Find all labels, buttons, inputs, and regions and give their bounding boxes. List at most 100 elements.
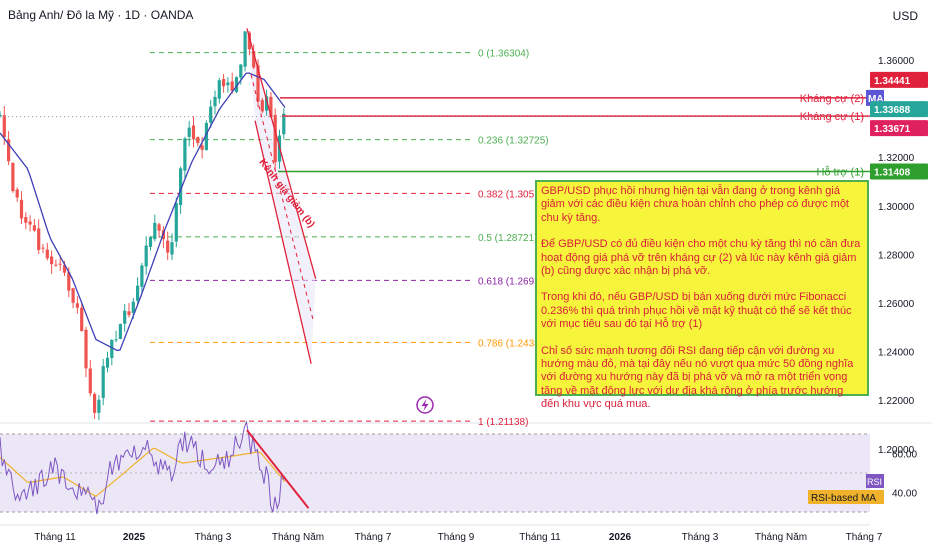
- rsi-tag-text: RSI: [867, 477, 882, 487]
- candle-body: [75, 303, 79, 308]
- candle-body: [131, 301, 135, 313]
- candle-body: [97, 399, 101, 413]
- currency-label: USD: [892, 9, 918, 23]
- rsi-tick-label: 60.00: [892, 450, 917, 461]
- support-1-badge-text: 1.31408: [874, 168, 911, 179]
- moving-average: [0, 72, 286, 352]
- fib-level-label: 0.382 (1.30511): [478, 189, 548, 200]
- resistance-label: Kháng cự (2): [800, 93, 864, 105]
- rsi-tag-bg: [866, 474, 884, 488]
- note-paragraph: GBP/USD phục hồi nhưng hiện tại vẫn đang…: [541, 185, 849, 224]
- price-badges: 1.34441 MA1.33688 1.33671 1.31408 RSI RSI-bas…: [808, 71, 928, 504]
- candle-body: [239, 64, 243, 78]
- candle-body: [80, 307, 84, 332]
- candle-body: [71, 288, 75, 303]
- time-tick-label: Tháng 7: [846, 532, 883, 543]
- candle-body: [148, 237, 153, 247]
- time-tick-label: Tháng 3: [195, 532, 232, 543]
- candle-body: [217, 80, 221, 99]
- candle-body: [256, 65, 260, 102]
- candle-body: [19, 199, 24, 219]
- time-tick-label: Tháng 11: [34, 532, 76, 543]
- candle-body: [247, 32, 251, 50]
- chart-title: Bảng Anh/ Đô la Mỹ · 1D · OANDA: [8, 8, 194, 22]
- resistance-2-badge-bg: [870, 71, 928, 88]
- candle-body: [243, 31, 247, 67]
- candle-body: [7, 139, 11, 162]
- candle-body: [282, 113, 286, 135]
- candle-body: [127, 311, 131, 315]
- fib-level-label: 0.618 (1.2693: [478, 276, 540, 287]
- support-1-badge-bg: [870, 163, 928, 180]
- note-paragraph: Chỉ số sức mạnh tương đối RSI đang tiếp …: [541, 344, 854, 411]
- fib-level-label: 0.786 (1.2438: [478, 338, 540, 349]
- candle-body: [209, 106, 213, 123]
- ma-value-badge-bg: [870, 120, 928, 137]
- candle-body: [123, 310, 127, 324]
- time-tick-label: 2025: [123, 532, 146, 543]
- candle-body: [226, 82, 230, 86]
- candle-body: [110, 339, 114, 359]
- candle-body: [37, 228, 41, 250]
- candle-body: [105, 357, 110, 368]
- candle-body: [234, 77, 239, 92]
- candle-body: [252, 51, 256, 68]
- rsi-tick-label: 40.00: [892, 489, 917, 500]
- channel-upper-line: [246, 28, 317, 279]
- candle-body: [265, 96, 269, 111]
- candle-body: [2, 115, 6, 138]
- resistance-2-badge-text: 1.34441: [874, 76, 911, 87]
- candle-body: [0, 114, 2, 117]
- candle-body: [153, 222, 157, 240]
- horizontal-levels: Kháng cự (2) Kháng cự (1) Hỗ trợ (1): [0, 93, 870, 179]
- candle-body: [54, 264, 58, 266]
- candle-body: [15, 189, 19, 198]
- candle-body: [88, 368, 92, 394]
- analysis-note: GBP/USD phục hồi nhưng hiện tại vẫn đang…: [535, 180, 869, 410]
- price-tick-label: 1.22000: [878, 396, 915, 407]
- channel-mid-line: [250, 74, 314, 322]
- lightning-icon[interactable]: [416, 396, 434, 414]
- time-tick-label: Tháng 11: [519, 532, 561, 543]
- channel-shade: [246, 28, 316, 364]
- note-paragraph: Để GBP/USD có đủ điều kiện cho một chu k…: [541, 238, 861, 278]
- channel-lower-line: [254, 120, 312, 364]
- candle-body: [136, 285, 140, 301]
- price-tick-label: 1.32000: [878, 153, 915, 164]
- price-tick-label: 1.20000: [878, 445, 915, 456]
- ma-tag-text: MA: [868, 94, 884, 105]
- candle-body: [144, 245, 148, 267]
- rsi-ma-tag-text: RSI-based MA: [811, 493, 876, 504]
- candle-body: [67, 272, 71, 291]
- candle-body: [140, 265, 144, 287]
- candle-body: [273, 114, 277, 163]
- fib-level-label: 0 (1.36304): [478, 49, 529, 60]
- rsi-line: [0, 420, 285, 515]
- candle-body: [191, 125, 196, 140]
- rsi-ma-tag-bg: [808, 490, 884, 504]
- moving-average-line: [0, 72, 286, 352]
- time-tick-label: Tháng 9: [438, 532, 475, 543]
- time-tick-label: Tháng Năm: [755, 532, 807, 543]
- candle-body: [24, 217, 28, 223]
- fibonacci-levels: 0 (1.36304) 0.236 (1.32725) 0.382 (1.30511…: [150, 49, 549, 428]
- candle-body: [200, 145, 204, 150]
- candle-body: [114, 339, 118, 341]
- support-label: Hỗ trợ (1): [816, 166, 864, 179]
- candle-body: [260, 100, 264, 112]
- candle-body: [50, 256, 54, 265]
- candle-body: [93, 393, 97, 413]
- candle-body: [170, 242, 174, 255]
- price-tick-label: 1.24000: [878, 348, 915, 359]
- price-tick-label: 1.26000: [878, 299, 915, 310]
- time-tick-label: Tháng Năm: [272, 532, 324, 543]
- candle-body: [41, 247, 45, 249]
- time-tick-label: 2026: [609, 532, 632, 543]
- candle-body: [58, 263, 62, 265]
- candle-body: [45, 249, 49, 259]
- price-tick-label: 1.28000: [878, 250, 915, 261]
- candle-body: [183, 138, 187, 171]
- ma-value-badge-text: 1.33671: [874, 124, 911, 135]
- time-tick-label: Tháng 7: [355, 532, 392, 543]
